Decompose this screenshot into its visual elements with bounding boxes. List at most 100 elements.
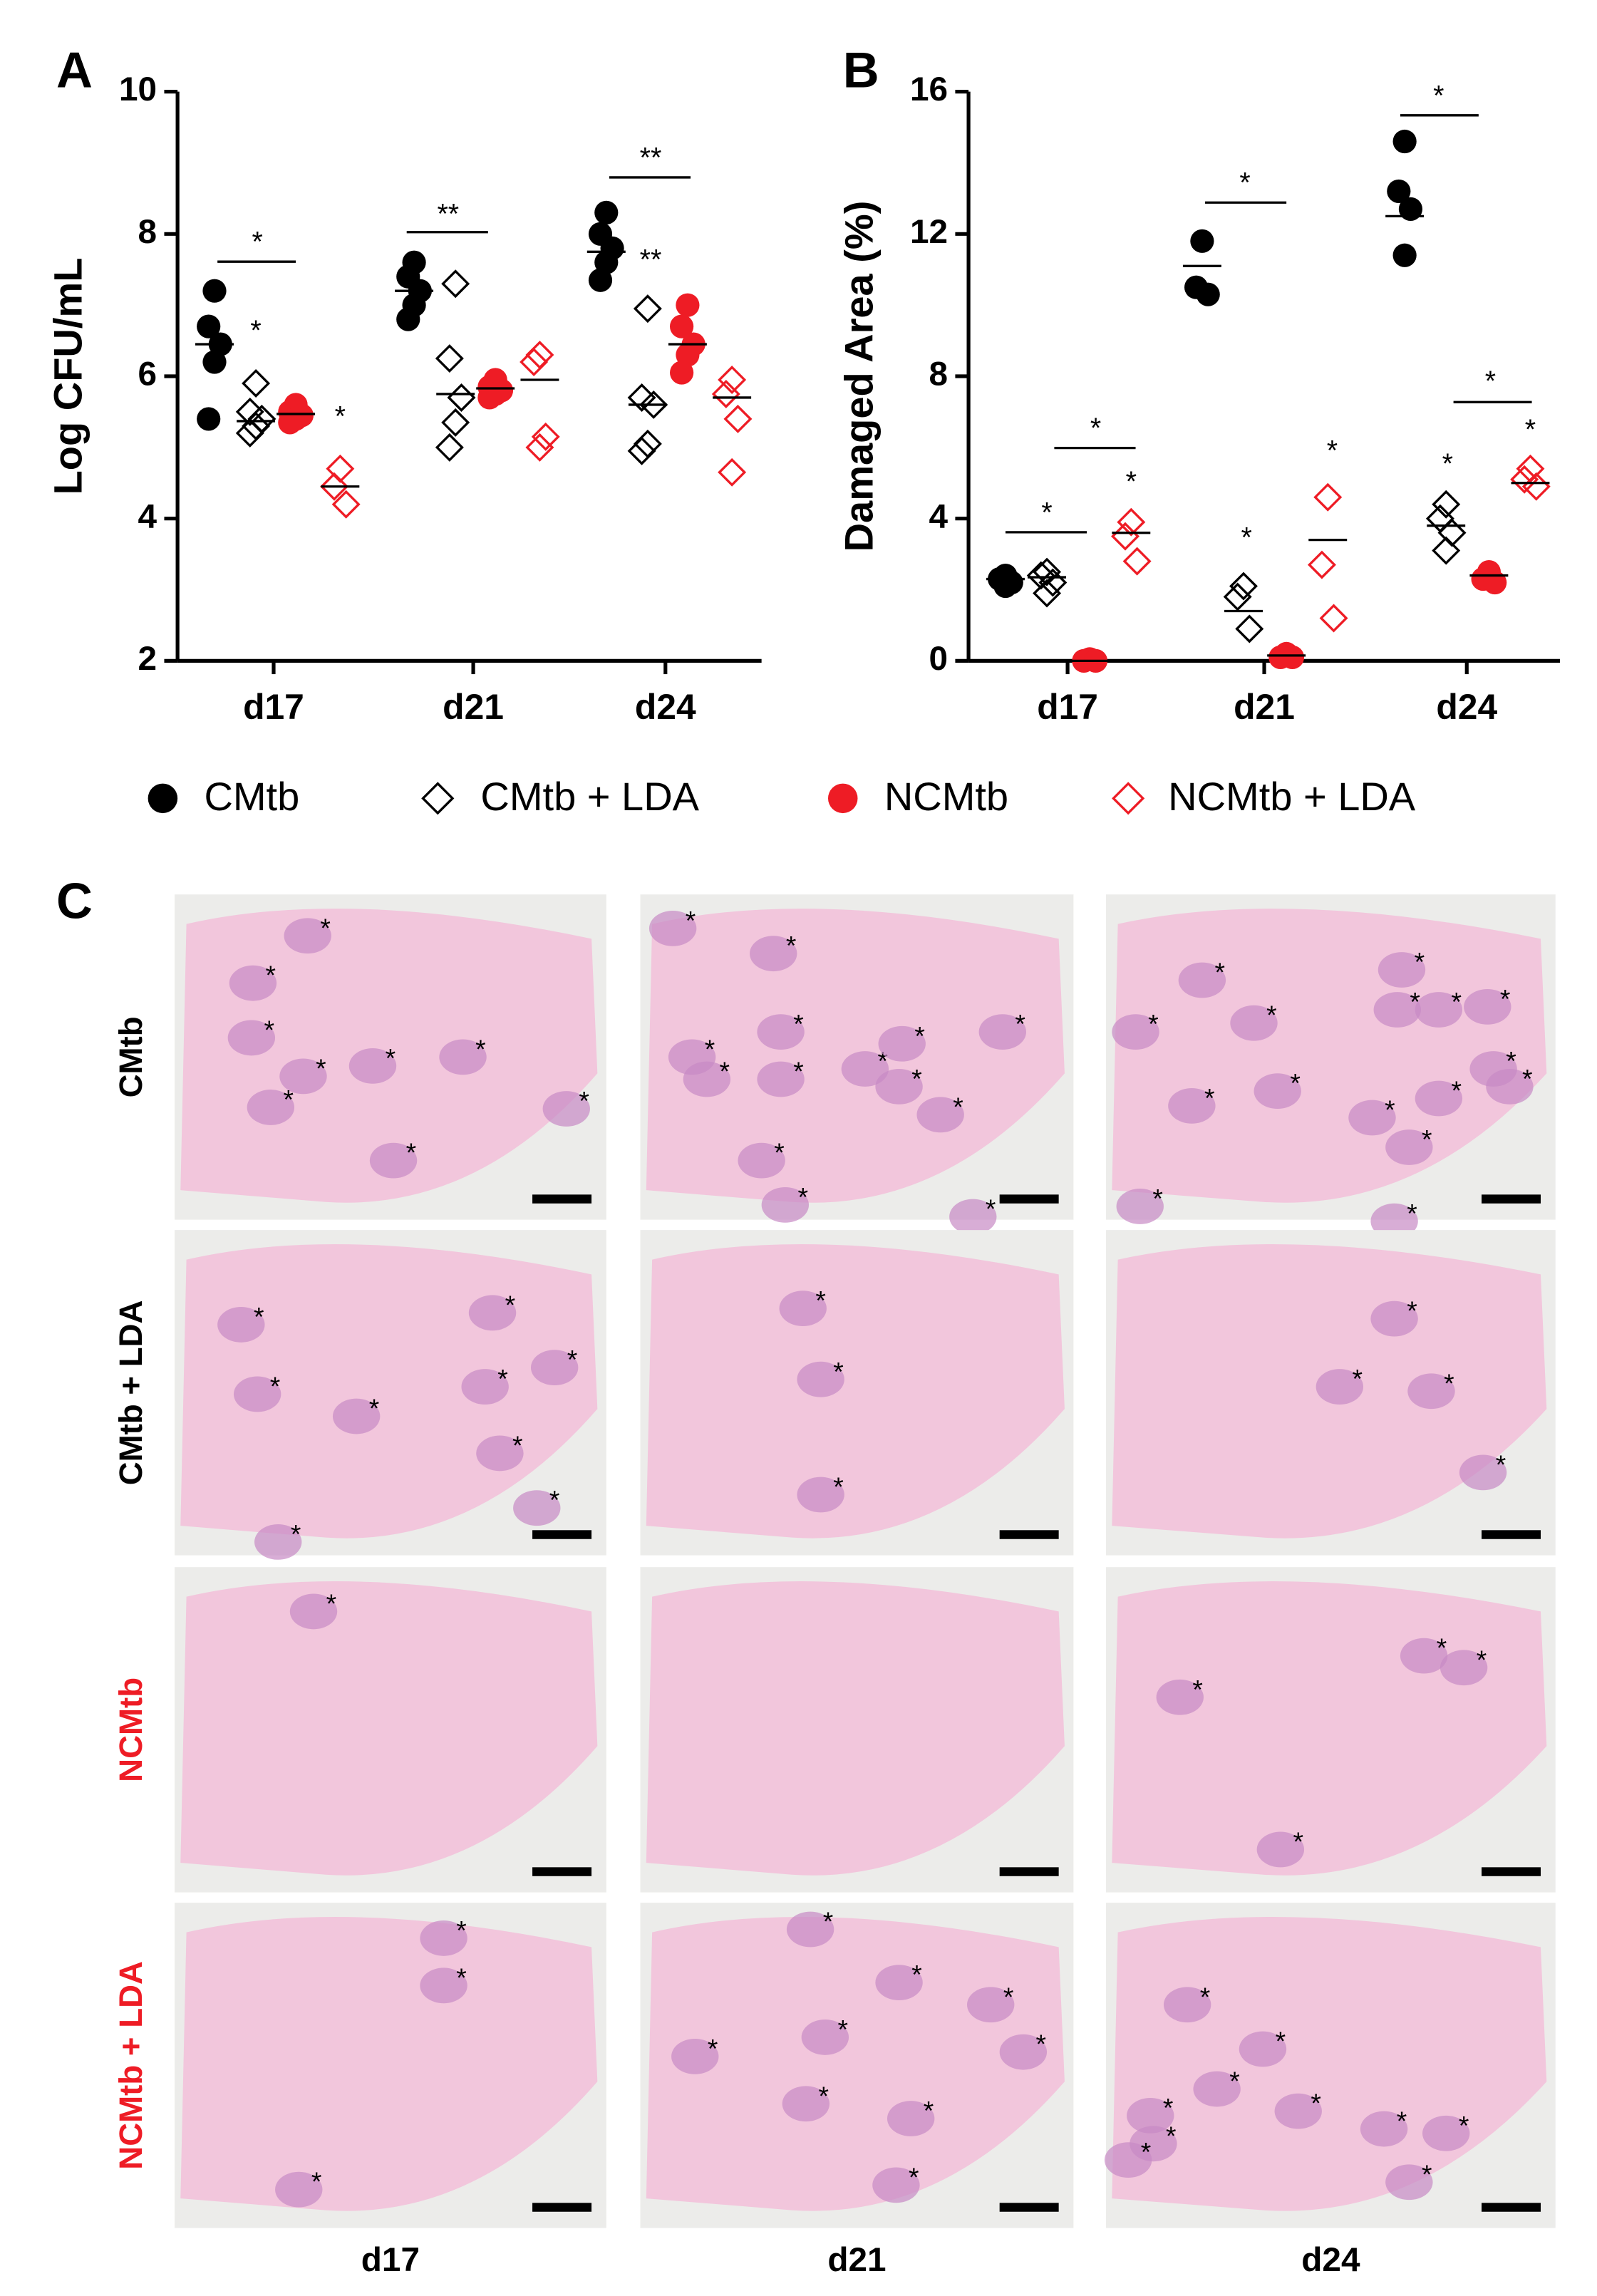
data-point [1223,582,1252,611]
lesion-marker: * [505,1290,516,1320]
significance-label: * [1239,167,1250,199]
tissue [180,1917,598,2211]
legend-item: CMtb + LDA [421,774,700,819]
lesion [887,2101,935,2136]
data-point [670,361,694,385]
significance-label: ** [640,142,662,173]
lesion-marker: * [1200,1982,1211,2012]
lesion [1254,1073,1301,1110]
significance-label: * [1433,80,1444,111]
lesion-marker: * [1311,2088,1321,2118]
significance-label: * [1485,366,1496,397]
panel-label: B [843,41,879,98]
data-point [1398,197,1423,221]
lesion [801,2020,849,2055]
lesion [1193,2071,1241,2107]
lesion-marker: * [1496,1449,1506,1479]
lesion [254,1524,302,1560]
lesion [233,1376,281,1412]
lesion-marker: * [579,1086,589,1116]
lesion-marker: * [914,1020,925,1050]
data-point [441,408,470,437]
lesion-marker: * [254,1301,264,1331]
x-tick-label: d17 [243,687,304,727]
scale-bar [532,2203,592,2212]
legend-item: CMtb [148,774,299,819]
lesion-marker: * [911,1960,922,1990]
lesion-marker: * [512,1430,523,1460]
y-tick-label: 6 [138,356,157,393]
lesion [1168,1087,1216,1124]
lesion-marker: * [686,905,696,935]
lesion [1360,2111,1408,2147]
row-label: NCMtb + LDA [113,1961,149,2170]
lesion [530,1350,579,1385]
data-point [723,404,753,433]
data-point [594,200,619,224]
lesion-marker: * [386,1043,396,1072]
legend-marker [421,782,455,815]
lesion [289,1593,338,1630]
lesion [1256,1831,1305,1868]
x-tick-label: d24 [635,687,696,727]
tissue [180,1581,598,1876]
data-point [1122,547,1152,576]
lesion-marker: * [1352,1364,1363,1394]
lesion-marker: * [270,1371,281,1401]
lesion-marker: * [1506,1046,1516,1076]
lesion-marker: * [1444,1368,1454,1398]
lesion-marker: * [774,1137,785,1167]
lesion-marker: * [475,1034,486,1064]
lesion-marker: * [1166,2121,1177,2151]
data-point [1432,490,1461,519]
legend-label: NCMtb [884,774,1008,819]
scale-bar [1482,1194,1541,1204]
lesion [1440,1650,1488,1686]
lesion [683,1061,731,1097]
significance-label: * [335,401,346,433]
lesion [227,1020,276,1056]
lesion [468,1295,517,1331]
lesion [1163,1987,1211,2023]
data-point [1117,507,1146,537]
lesion [275,2171,323,2208]
data-point [202,279,227,303]
data-point [278,410,302,435]
legend-marker [1112,782,1145,815]
data-point [670,314,694,338]
lesion-marker: * [1141,2137,1152,2167]
lesion [420,1967,467,2004]
lesion [461,1369,509,1405]
lesion-marker: * [291,1519,301,1548]
lesion-marker: * [1385,1095,1395,1124]
y-tick-label: 2 [138,640,157,678]
lesion-marker: * [793,1009,804,1039]
lesion [1127,2097,1174,2134]
lesion [1415,1080,1463,1117]
lesion [1422,2115,1470,2151]
lesion-marker: * [924,2096,934,2126]
lesion [648,911,697,946]
lesion [1316,1369,1364,1405]
lesion [1104,2142,1152,2178]
data-point [711,379,740,408]
legend-item: NCMtb [827,774,1008,819]
significance-label: ** [640,244,662,276]
x-tick-label: d21 [1234,687,1295,727]
data-point [197,314,221,338]
data-point [235,397,264,426]
x-tick-label: d17 [1037,687,1098,727]
data-point [1432,536,1461,565]
lesion [369,1142,418,1179]
lesion-marker: * [833,1356,844,1386]
lesion [1464,988,1511,1025]
y-tick-label: 8 [138,213,157,251]
lesion-marker: * [406,1137,417,1167]
scale-bar [1482,1867,1541,1876]
significance-label: * [1041,497,1052,528]
lesion [1230,1005,1278,1041]
data-point [1235,614,1264,643]
lesion-marker: * [1163,2092,1174,2122]
lesion [542,1091,590,1127]
